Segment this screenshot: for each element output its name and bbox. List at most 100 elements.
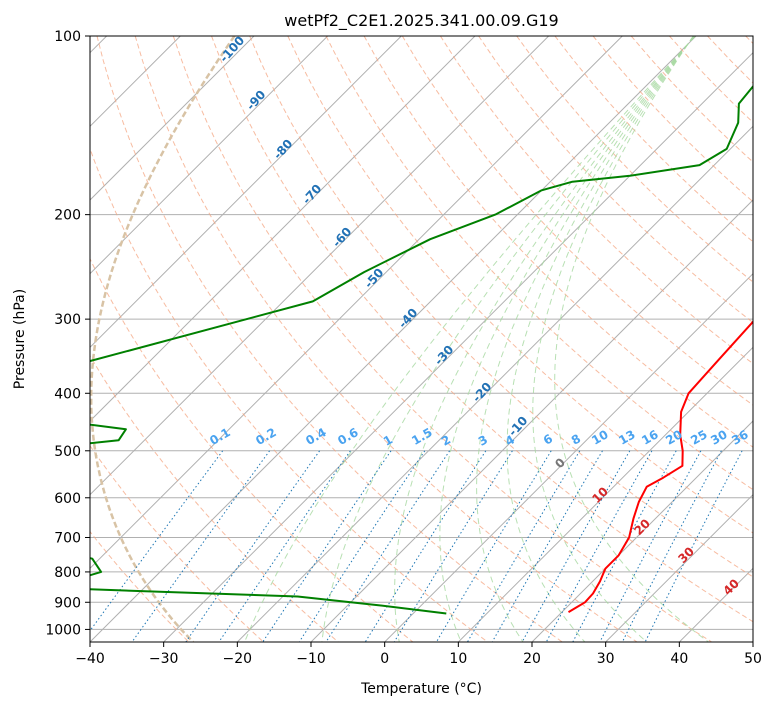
moist-adiabat-label: 30 <box>675 544 697 566</box>
isotherm-line <box>90 36 697 642</box>
dry-adiabat-line <box>249 36 753 578</box>
mixing-ratio-label: 36 <box>729 427 750 447</box>
moist-adiabat-line <box>554 36 709 642</box>
y-tick-label: 1000 <box>45 622 81 638</box>
isotherm-line <box>531 420 753 642</box>
x-axis-label: Temperature (°C) <box>360 681 482 697</box>
x-tick-label: 0 <box>380 651 389 667</box>
mixing-ratio-label: 6 <box>541 431 555 447</box>
chart-title: wetPf2_C2E1.2025.341.00.09.G19 <box>284 11 558 31</box>
dry-adiabat-line <box>401 36 753 406</box>
moist-adiabat-line <box>532 36 694 642</box>
dry-adiabat-line <box>325 36 753 491</box>
moist-adiabat-line <box>244 36 696 642</box>
y-tick-label: 100 <box>54 29 81 45</box>
dry-adiabat-label: -90 <box>244 88 269 113</box>
x-tick-label: −10 <box>296 651 326 667</box>
dry-adiabat-line <box>439 36 753 365</box>
isotherm-line <box>752 641 753 642</box>
x-tick-label: −40 <box>75 651 105 667</box>
y-tick-label: 800 <box>54 565 81 581</box>
mixing-ratio-label: 0.4 <box>303 425 328 448</box>
dry-adiabat-line <box>287 36 753 534</box>
mixing-ratio-label: 0.6 <box>335 425 360 448</box>
mixing-ratio-label: 0.1 <box>207 425 232 448</box>
mixing-ratio-line <box>185 450 321 642</box>
dry-adiabat-label: -40 <box>396 306 421 331</box>
dry-adiabat-line <box>90 354 339 642</box>
mixing-ratio-line <box>435 450 552 642</box>
mixing-ratio-line <box>298 450 426 642</box>
isotherm-line <box>163 51 753 642</box>
dry-adiabat-line <box>90 444 264 642</box>
isotherm-line <box>90 36 402 349</box>
dry-adiabat-line <box>554 36 753 243</box>
dry-adiabat-line <box>745 36 753 45</box>
y-tick-label: 300 <box>54 312 81 328</box>
mixing-ratio-label: 3 <box>476 432 490 448</box>
mixing-ratio-line <box>90 450 224 632</box>
isotherm-line <box>90 36 550 496</box>
dry-adiabat-line <box>707 36 753 84</box>
dry-adiabat-line <box>90 257 414 642</box>
y-axis-ticks: 100 200 300 400 500 600 700 800 900 1000 <box>45 29 90 638</box>
mixing-ratio-lines <box>90 450 743 642</box>
mixing-ratio-line <box>599 450 702 642</box>
dry-adiabat-label: -80 <box>271 137 296 162</box>
x-tick-label: −20 <box>223 651 253 667</box>
y-tick-label: 700 <box>54 531 81 547</box>
mixing-ratio-line <box>521 450 631 642</box>
moist-adiabat-label: 20 <box>631 516 653 538</box>
mixing-ratio-line <box>218 450 351 642</box>
moist-adiabat-line <box>394 36 695 642</box>
x-tick-label: 40 <box>670 651 688 667</box>
isotherm-line <box>605 493 753 642</box>
mixing-ratio-label: 0.2 <box>253 425 278 448</box>
grid-lines <box>90 35 753 630</box>
x-axis-ticks: −40 −30 −20 −10 0 10 20 30 40 50 <box>75 642 762 667</box>
moist-adiabat-line <box>439 36 695 642</box>
dry-adiabat-label: -50 <box>362 266 387 291</box>
y-tick-label: 600 <box>54 491 81 507</box>
isotherm-line <box>90 36 255 201</box>
mixing-ratio-line <box>621 450 722 642</box>
background-lines <box>90 36 753 642</box>
mixing-ratio-label: 10 <box>589 427 610 447</box>
y-tick-label: 900 <box>54 595 81 611</box>
moist-adiabat-line <box>321 36 696 642</box>
dry-adiabat-line <box>96 36 563 642</box>
x-tick-label: −30 <box>149 651 179 667</box>
mixing-ratio-label: 16 <box>639 427 660 447</box>
dry-adiabat-label: -30 <box>432 343 457 368</box>
profile-series <box>90 84 753 615</box>
isotherm-line <box>90 36 623 570</box>
x-tick-label: 10 <box>449 651 467 667</box>
dry-adiabat-line <box>90 530 190 642</box>
x-tick-label: 50 <box>744 651 762 667</box>
dry-adiabat-label: -100 <box>217 33 247 65</box>
mixing-ratio-line <box>644 450 743 642</box>
dry-adiabat-label: -70 <box>300 182 325 207</box>
y-tick-label: 500 <box>54 444 81 460</box>
isotherm-line <box>457 346 753 642</box>
dry-adiabat-label: -60 <box>330 225 355 250</box>
mixing-ratio-label: 13 <box>616 427 637 447</box>
isotherm-line <box>236 125 753 642</box>
isotherm-line <box>90 36 476 422</box>
mixing-ratio-line <box>393 450 513 642</box>
dry-adiabat-line <box>516 36 753 283</box>
isotherm-line <box>90 36 329 275</box>
y-tick-label: 200 <box>54 208 81 224</box>
plot-frame <box>89 35 754 643</box>
mixing-ratio-label: 30 <box>708 427 729 447</box>
profile-line-2 <box>90 84 753 615</box>
mixing-ratio-line <box>262 450 392 642</box>
moist-adiabat-label: 10 <box>589 484 611 506</box>
isotherm-line <box>310 199 753 642</box>
isotherm-line <box>384 272 753 642</box>
y-axis-label: Pressure (hPa) <box>12 289 28 389</box>
moist-adiabat-line <box>506 36 695 642</box>
y-tick-label: 400 <box>54 386 81 402</box>
dry-adiabat-label: -20 <box>470 380 495 405</box>
